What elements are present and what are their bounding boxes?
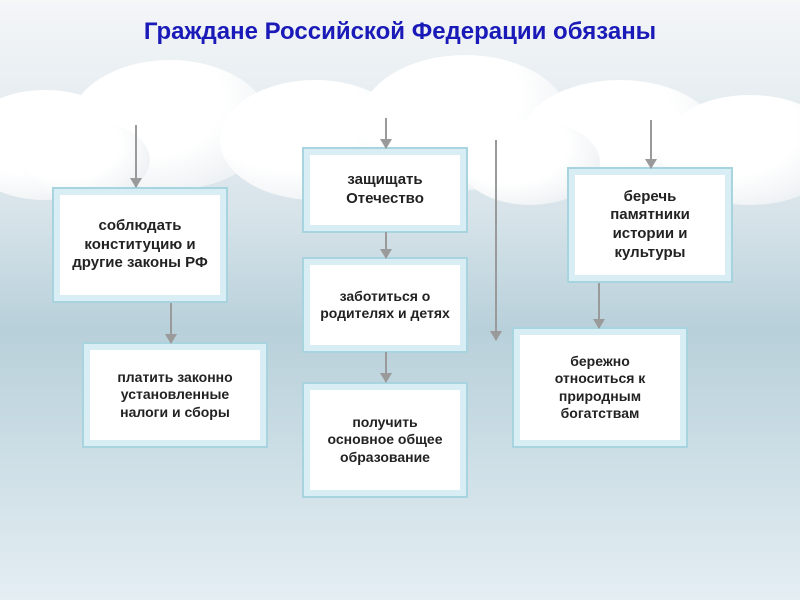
box-b4: платить законно установленные налоги и с… <box>90 350 260 440</box>
arrow-a5 <box>385 232 387 258</box>
cloud <box>70 60 270 190</box>
box-b6: получить основное общее образование <box>310 390 460 490</box>
box-b2: защищать Отечество <box>310 155 460 225</box>
arrow-a4 <box>170 303 172 343</box>
box-b3: беречь памятники истории и культуры <box>575 175 725 275</box>
arrow-a1 <box>135 125 137 187</box>
arrow-a7 <box>598 283 600 328</box>
arrow-a6 <box>385 352 387 382</box>
box-b7: бережно относиться к природным богатства… <box>520 335 680 440</box>
arrow-a3 <box>650 120 652 168</box>
page-title: Граждане Российской Федерации обязаны <box>0 0 800 46</box>
box-b5: заботиться о родителях и детях <box>310 265 460 345</box>
box-b1: соблюдать конституцию и другие законы РФ <box>60 195 220 295</box>
cloud <box>0 90 130 200</box>
arrow-a2 <box>385 118 387 148</box>
arrow-a8 <box>495 140 497 340</box>
